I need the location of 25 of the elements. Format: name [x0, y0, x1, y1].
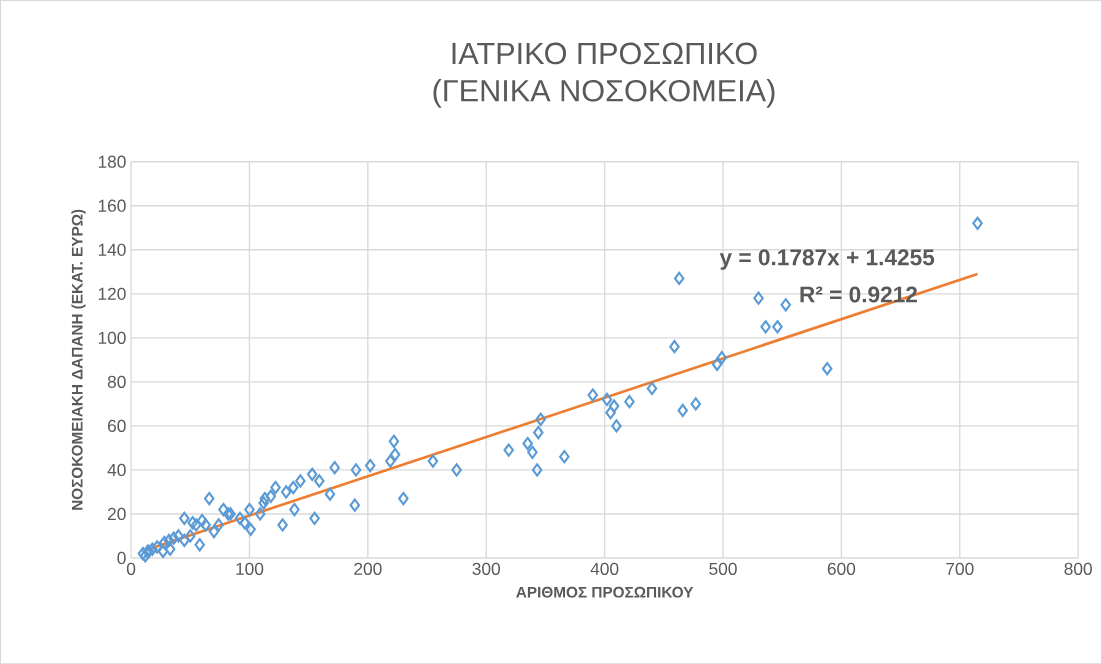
- y-axis-title: ΝΟΣΟΚΟΜΕΙΑΚΗ ΔΑΠΑΝΗ (ΕΚΑΤ. ΕΥΡΩ): [71, 209, 86, 510]
- x-tick-label: 500: [709, 562, 737, 575]
- chart-subtitle: (ΓΕΝΙΚΑ ΝΟΣΟΚΟΜΕΙΑ): [433, 78, 775, 108]
- annotation: R² = 0.9212: [800, 286, 917, 303]
- x-tick-label: 0: [126, 562, 136, 575]
- annotation: y = 0.1787x + 1.4255: [719, 249, 935, 270]
- y-tick-label: 80: [107, 375, 126, 388]
- x-tick-label: 700: [946, 562, 974, 575]
- x-tick-label: 400: [590, 562, 619, 575]
- y-tick-label: 20: [107, 507, 126, 520]
- y-tick-label: 40: [107, 463, 126, 476]
- y-tick-label: 120: [98, 287, 126, 300]
- y-tick-label: 180: [98, 155, 126, 168]
- x-tick-label: 600: [827, 562, 856, 575]
- x-tick-label: 200: [354, 562, 382, 575]
- chart-title: ΙΑΤΡΙΚΟ ΠΡΟΣΩΠΙΚΟ: [452, 42, 757, 65]
- x-tick-label: 800: [1064, 562, 1092, 575]
- x-axis-title: ΑΡΙΘΜΟΣ ΠΡΟΣΩΠΙΚΟΥ: [516, 586, 694, 598]
- y-tick-label: 160: [98, 199, 126, 212]
- x-tick-label: 300: [472, 562, 501, 575]
- x-tick-label: 100: [236, 562, 264, 575]
- y-tick-label: 140: [98, 243, 126, 256]
- y-tick-label: 100: [98, 331, 126, 344]
- y-tick-label: 0: [117, 551, 126, 564]
- y-tick-label: 60: [107, 419, 126, 432]
